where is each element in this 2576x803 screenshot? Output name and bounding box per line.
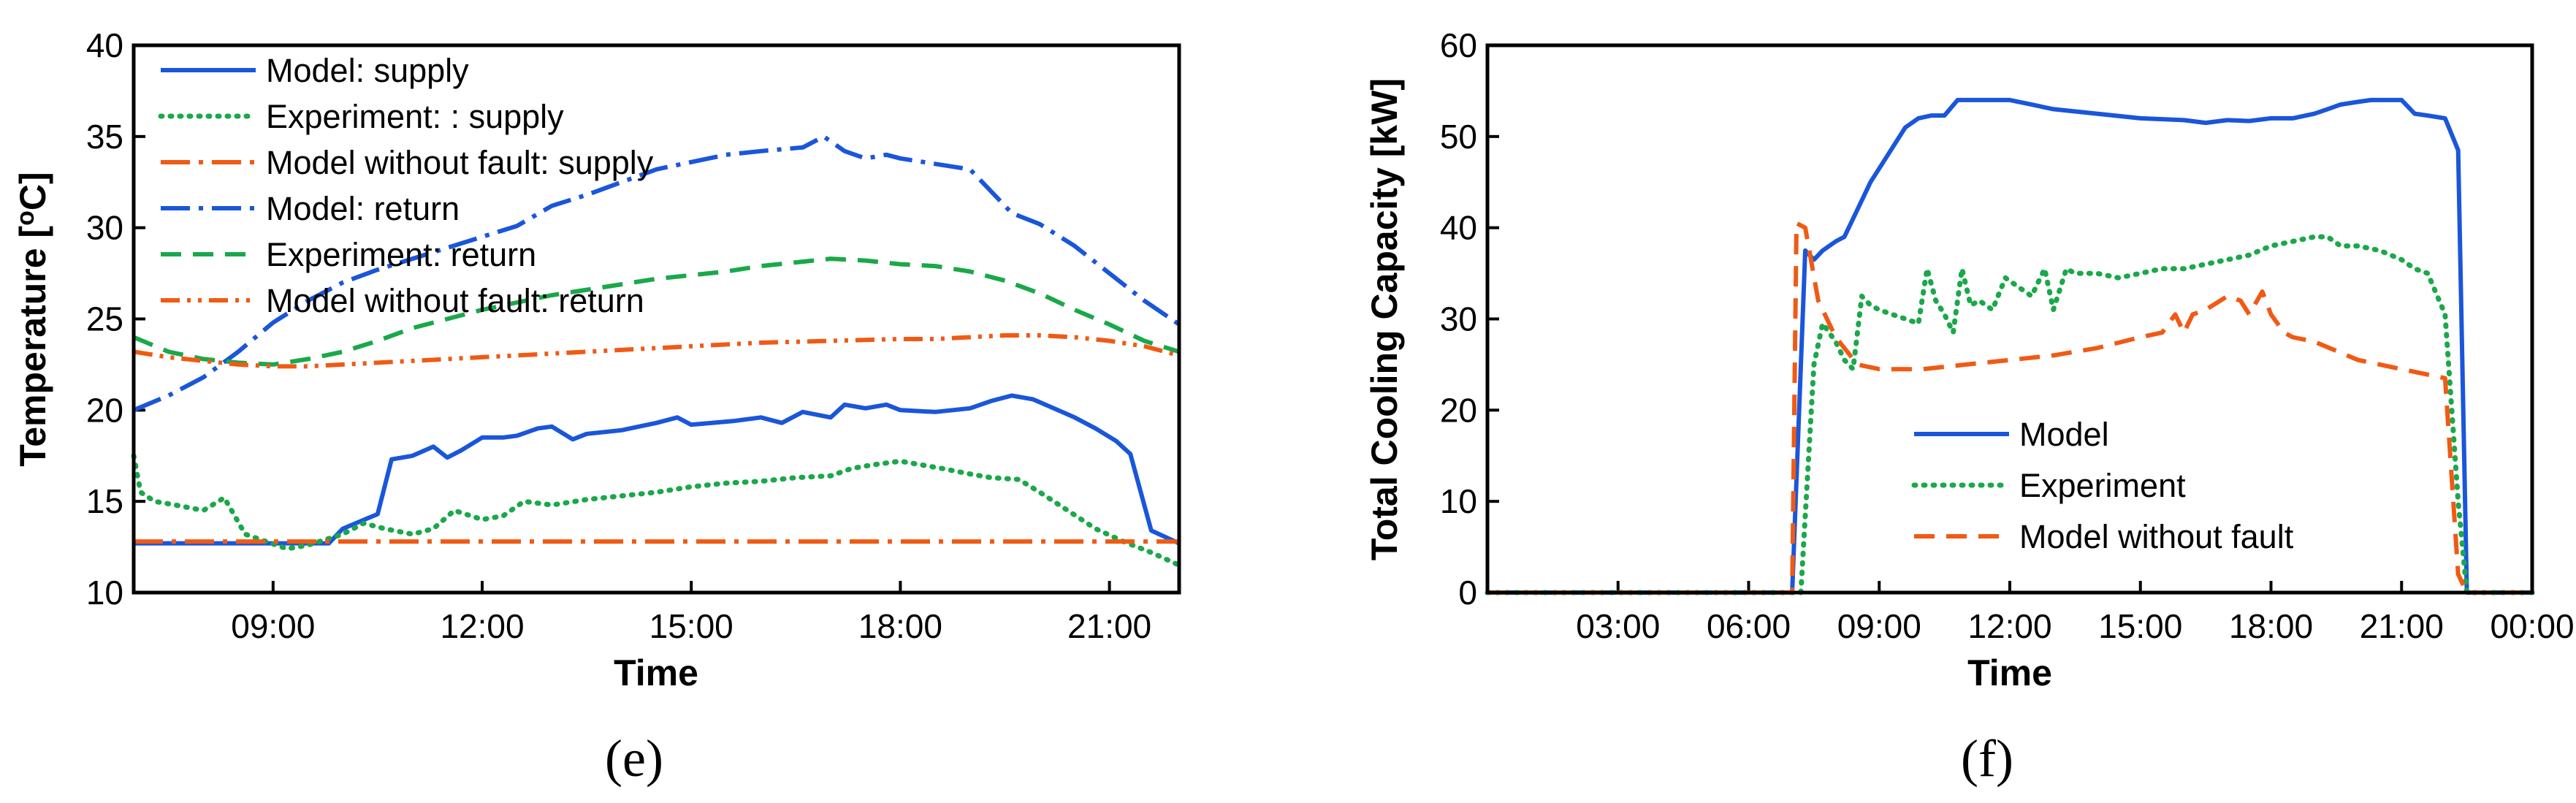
e-y-tick-label: 30 [86, 209, 123, 247]
chart-e-series [131, 134, 1182, 568]
e-y-tick-label: 20 [86, 391, 123, 429]
f-y-tick-label: 30 [1440, 300, 1477, 338]
f-y-tick-label: 0 [1458, 574, 1477, 612]
e-legend-label-2: Experiment: : supply [266, 98, 564, 135]
f-y-tick-label: 60 [1440, 26, 1477, 64]
f-series-line-2 [1485, 234, 2535, 595]
chart-f-legend: Model Experiment Model without fault [1911, 416, 2294, 555]
chart-f-series [1485, 97, 2535, 595]
e-x-tick-label: 18:00 [858, 607, 942, 645]
chart-f-ticks: 03:00 06:00 09:00 12:00 15:00 18:00 21:00 00:00… [1440, 26, 2575, 645]
chart-e-panel-label: (e) [605, 729, 663, 788]
chart-e: 09:00 12:00 15:00 18:00 21:0010152025303540 … [12, 26, 1182, 788]
e-y-tick-label: 10 [86, 574, 123, 612]
chart-e-y-label-prefix: Temperature [ [12, 226, 53, 467]
e-legend-label-4: Model: return [266, 190, 460, 227]
f-legend-label-3: Model without fault [2019, 518, 2294, 555]
e-series-line-5 [132, 256, 1180, 367]
f-y-tick-label: 50 [1440, 118, 1477, 156]
f-series-line-1 [1487, 97, 2532, 595]
e-y-tick-label: 15 [86, 482, 123, 520]
chart-e-legend: Model: supply Experiment: : supply Model w… [158, 52, 654, 319]
e-legend-label-5: Experiment: return [266, 236, 536, 273]
e-y-tick-label: 35 [86, 118, 123, 156]
e-legend-label-3: Model without fault: supply [266, 144, 654, 181]
chart-f: 03:00 06:00 09:00 12:00 15:00 18:00 21:00 00:00… [1364, 26, 2575, 788]
chart-e-plot-frame [132, 43, 1181, 595]
e-x-tick-label: 15:00 [649, 607, 733, 645]
chart-e-y-axis-label: Temperature [oC] [12, 172, 53, 466]
e-legend-label-1: Model: supply [266, 52, 469, 89]
chart-f-y-axis-label: Total Cooling Capacity [kW] [1364, 78, 1405, 560]
f-series-line-3 [1487, 221, 2532, 595]
e-legend-label-6: Model without fault: return [266, 282, 644, 319]
f-x-tick-label: 15:00 [2098, 607, 2182, 645]
chart-e-y-label-suffix: C] [12, 172, 53, 210]
e-x-tick-label: 12:00 [440, 607, 524, 645]
e-y-tick-label: 40 [86, 26, 123, 64]
f-x-tick-label: 12:00 [1967, 607, 2051, 645]
chart-f-panel-label: (f) [1961, 729, 2013, 788]
e-series-line-1 [134, 393, 1181, 546]
f-x-tick-label: 21:00 [2360, 607, 2444, 645]
chart-e-y-label-superscript: o [12, 210, 39, 226]
e-series-line-6 [133, 333, 1180, 369]
e-x-tick-label: 21:00 [1067, 607, 1151, 645]
f-x-tick-label: 09:00 [1837, 607, 1921, 645]
chart-f-plot-frame [1485, 43, 2534, 595]
f-x-tick-label: 03:00 [1576, 607, 1660, 645]
chart-e-x-axis-label: Time [614, 652, 698, 693]
f-y-tick-label: 40 [1440, 209, 1477, 247]
f-x-tick-label: 06:00 [1707, 607, 1791, 645]
f-x-tick-label: 00:00 [2490, 607, 2574, 645]
f-y-tick-label: 10 [1440, 482, 1477, 520]
e-x-tick-label: 09:00 [231, 607, 315, 645]
f-y-tick-label: 20 [1440, 391, 1477, 429]
chart-f-x-axis-label: Time [1967, 652, 2052, 693]
chart-e-ticks: 09:00 12:00 15:00 18:00 21:00 10 15 20 25 30 35 40 [86, 26, 1151, 645]
f-legend-label-1: Model [2019, 416, 2109, 453]
e-series-line-4 [132, 134, 1181, 413]
e-y-tick-label: 25 [86, 300, 123, 338]
f-x-tick-label: 18:00 [2229, 607, 2313, 645]
f-legend-label-2: Experiment [2019, 467, 2186, 504]
